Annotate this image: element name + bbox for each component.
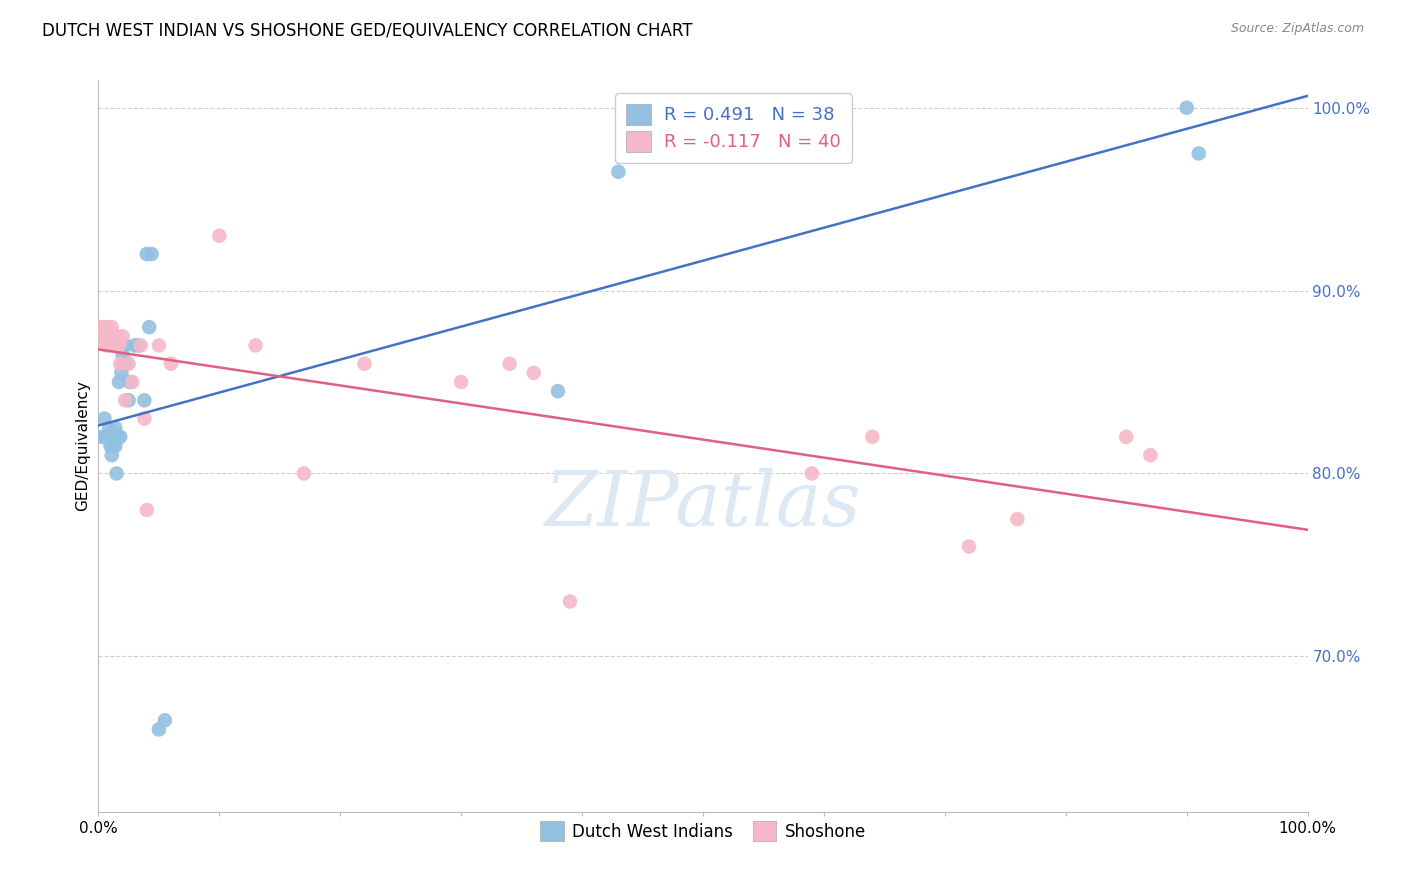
Point — [100, 430, 122, 444]
Point — [1139, 448, 1161, 462]
Point — [129, 338, 152, 352]
Point — [101, 439, 124, 453]
Point — [957, 540, 980, 554]
Point — [104, 329, 127, 343]
Text: ZIPatlas: ZIPatlas — [544, 467, 862, 541]
Point — [98, 338, 121, 352]
Point — [104, 439, 127, 453]
Point — [118, 375, 141, 389]
Text: Source: ZipAtlas.com: Source: ZipAtlas.com — [1230, 22, 1364, 36]
Point — [121, 375, 143, 389]
Point — [100, 329, 122, 343]
Point — [94, 338, 117, 352]
Point — [450, 375, 472, 389]
Point — [103, 430, 125, 444]
Point — [148, 723, 170, 737]
Point — [498, 357, 520, 371]
Point — [1007, 512, 1029, 526]
Point — [1175, 101, 1198, 115]
Point — [292, 467, 315, 481]
Point — [105, 329, 128, 343]
Point — [127, 338, 149, 352]
Point — [93, 329, 115, 343]
Point — [547, 384, 569, 399]
Point — [100, 448, 122, 462]
Text: DUTCH WEST INDIAN VS SHOSHONE GED/EQUIVALENCY CORRELATION CHART: DUTCH WEST INDIAN VS SHOSHONE GED/EQUIVA… — [42, 22, 693, 40]
Point — [107, 430, 129, 444]
Legend: Dutch West Indians, Shoshone: Dutch West Indians, Shoshone — [534, 814, 872, 847]
Point — [134, 393, 156, 408]
Point — [141, 247, 163, 261]
Point — [138, 320, 160, 334]
Point — [108, 430, 131, 444]
Point — [607, 164, 630, 178]
Point — [800, 467, 823, 481]
Point — [111, 348, 134, 362]
Point — [90, 320, 112, 334]
Point — [94, 430, 117, 444]
Point — [104, 421, 127, 435]
Point — [111, 329, 134, 343]
Point — [105, 467, 128, 481]
Point — [91, 430, 114, 444]
Point — [558, 594, 581, 608]
Point — [108, 357, 131, 371]
Point — [1188, 146, 1211, 161]
Point — [108, 338, 131, 352]
Point — [148, 338, 170, 352]
Point — [91, 329, 114, 343]
Point — [153, 714, 176, 728]
Point — [118, 393, 141, 408]
Point — [98, 421, 121, 435]
Point — [96, 320, 118, 334]
Point — [353, 357, 375, 371]
Point — [101, 430, 124, 444]
Point — [97, 430, 120, 444]
Point — [105, 430, 128, 444]
Point — [100, 439, 122, 453]
Point — [97, 329, 120, 343]
Point — [107, 338, 129, 352]
Point — [101, 329, 124, 343]
Point — [135, 503, 157, 517]
Point — [103, 338, 125, 352]
Point — [93, 411, 115, 425]
Point — [114, 338, 136, 352]
Point — [124, 338, 146, 352]
Point — [115, 357, 138, 371]
Point — [1115, 430, 1137, 444]
Point — [134, 411, 156, 425]
Point — [114, 393, 136, 408]
Point — [860, 430, 883, 444]
Point — [96, 430, 118, 444]
Y-axis label: GED/Equivalency: GED/Equivalency — [75, 381, 90, 511]
Point — [208, 228, 231, 243]
Point — [160, 357, 183, 371]
Point — [110, 366, 132, 380]
Point — [523, 366, 546, 380]
Point — [100, 320, 122, 334]
Point — [91, 320, 114, 334]
Point — [118, 357, 141, 371]
Point — [112, 357, 135, 371]
Point — [245, 338, 267, 352]
Point — [135, 247, 157, 261]
Point — [108, 375, 131, 389]
